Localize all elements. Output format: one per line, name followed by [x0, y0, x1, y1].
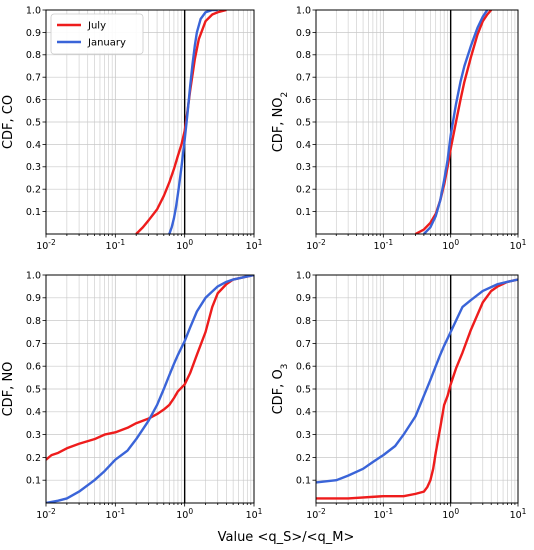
- y-tick-label: 0.8: [26, 316, 41, 327]
- y-tick-label: 0.7: [26, 339, 41, 350]
- x-tick-label: 101: [246, 238, 263, 252]
- panel-3: 0.1 0.2 0.3 0.4 0.5 0.6 0.7 0.8 0.9 1.0 10-2 10-1 10…: [1, 270, 263, 521]
- y-tick-label: 0.5: [296, 384, 311, 395]
- legend-label-january: January: [87, 38, 126, 49]
- y-tick-label: 1.0: [26, 5, 41, 16]
- y-tick-label: 0.2: [296, 185, 311, 196]
- x-tick-label: 100: [176, 507, 193, 521]
- y-tick-label: 0.9: [296, 293, 311, 304]
- y-tick-label: 0.7: [296, 73, 311, 84]
- series-line-july: [316, 278, 518, 500]
- x-tick-label: 101: [510, 238, 527, 252]
- y-tick-label: 0.9: [26, 28, 41, 39]
- x-tick-label: 10-2: [306, 507, 326, 521]
- legend-label-july: July: [87, 21, 106, 32]
- y-tick-label: 0.5: [26, 117, 41, 128]
- panel-2: 0.1 0.2 0.3 0.4 0.5 0.6 0.7 0.8 0.9 1.0 10-2 10-1 10…: [271, 5, 527, 252]
- series-line-july: [414, 10, 493, 234]
- x-tick-label: 101: [246, 507, 263, 521]
- y-tick-label: 0.9: [26, 293, 41, 304]
- y-tick-label: 0.2: [296, 453, 311, 464]
- y-tick-label: 0.8: [296, 50, 311, 61]
- y-tick-label: 1.0: [26, 270, 41, 281]
- x-tick-label: 10-2: [36, 507, 56, 521]
- y-tick-label: 0.1: [26, 207, 41, 218]
- x-tick-label: 101: [510, 507, 527, 521]
- x-axis-label: Value <q_S>/<q_M>: [218, 530, 355, 545]
- x-tick-label: 10-2: [306, 238, 326, 252]
- series-line-january: [316, 278, 518, 484]
- y-tick-label: 0.6: [296, 95, 311, 106]
- y-tick-label: 0.2: [26, 453, 41, 464]
- y-tick-label: 0.6: [26, 362, 41, 373]
- x-tick-label: 100: [442, 238, 459, 252]
- series-line-july: [135, 10, 227, 234]
- y-tick-label: 0.1: [296, 476, 311, 487]
- x-tick-label: 10-2: [36, 238, 56, 252]
- y-axis-label: CDF, O3: [271, 364, 290, 415]
- y-tick-label: 0.6: [296, 362, 311, 373]
- grid: [315, 274, 518, 503]
- series-line-january: [423, 10, 489, 234]
- series-line-january: [46, 275, 254, 503]
- panel-4: 0.1 0.2 0.3 0.4 0.5 0.6 0.7 0.8 0.9 1.0 10-2 10-1 10…: [271, 270, 527, 521]
- y-tick-label: 0.6: [26, 95, 41, 106]
- legend: July January: [50, 13, 144, 55]
- grid: [315, 9, 518, 234]
- y-tick-label: 0.2: [26, 185, 41, 196]
- grid: [45, 274, 254, 503]
- y-axis-label: CDF, CO: [1, 95, 16, 149]
- panel-1: 0.1 0.2 0.3 0.4 0.5 0.6 0.7 0.8 0.9 1.0 10-2 10-1 10…: [1, 5, 263, 252]
- y-tick-label: 0.7: [26, 73, 41, 84]
- y-tick-label: 1.0: [296, 270, 311, 281]
- y-tick-label: 0.4: [26, 140, 41, 151]
- y-tick-label: 0.7: [296, 339, 311, 350]
- y-tick-label: 0.3: [26, 162, 41, 173]
- y-tick-label: 0.1: [26, 476, 41, 487]
- x-tick-label: 10-1: [106, 507, 126, 521]
- x-tick-label: 100: [176, 238, 193, 252]
- y-tick-label: 0.4: [296, 407, 311, 418]
- y-tick-label: 1.0: [296, 5, 311, 16]
- x-tick-label: 10-1: [106, 238, 126, 252]
- y-axis-label: CDF, NO: [1, 362, 16, 417]
- y-tick-label: 0.5: [26, 384, 41, 395]
- y-tick-label: 0.1: [296, 207, 311, 218]
- y-tick-label: 0.9: [296, 28, 311, 39]
- y-tick-label: 0.3: [296, 162, 311, 173]
- y-tick-label: 0.5: [296, 117, 311, 128]
- y-tick-label: 0.8: [26, 50, 41, 61]
- y-tick-label: 0.4: [26, 407, 41, 418]
- series-line-july: [46, 275, 254, 461]
- x-tick-label: 10-1: [374, 238, 394, 252]
- x-tick-label: 10-1: [374, 507, 394, 521]
- series-line-january: [168, 10, 218, 234]
- x-tick-label: 100: [442, 507, 459, 521]
- y-tick-label: 0.3: [296, 430, 311, 441]
- y-tick-label: 0.8: [296, 316, 311, 327]
- y-tick-label: 0.3: [26, 430, 41, 441]
- y-axis-label: CDF, NO2: [271, 92, 290, 153]
- y-tick-label: 0.4: [296, 140, 311, 151]
